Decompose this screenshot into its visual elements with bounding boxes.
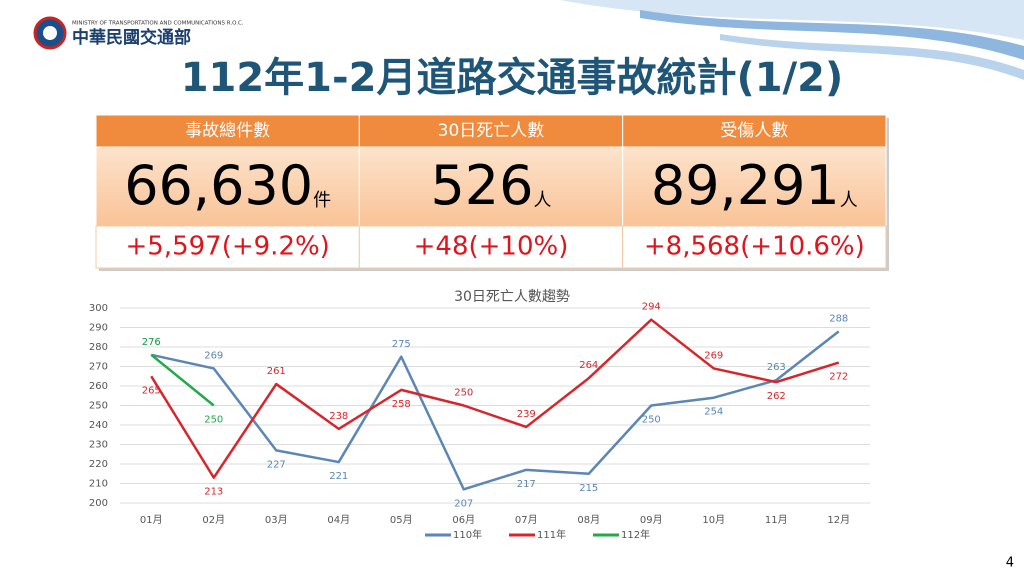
header-text: 受傷人數 [720, 121, 788, 141]
header-cell [358, 114, 624, 148]
y-tick-label: 200 [89, 498, 108, 509]
data-label: 294 [642, 302, 661, 313]
legend-label: 112年 [621, 528, 650, 541]
org-zh: 中華民國交通部 [72, 27, 191, 48]
slide-title: 112年1-2月道路交通事故統計(1/2) [181, 55, 844, 101]
series-line [150, 330, 840, 491]
data-label: 227 [267, 459, 286, 470]
value: 66,630 [124, 154, 313, 217]
header-text: 事故總件數 [185, 121, 270, 141]
change-text: +5,597(+9.2%) [125, 232, 329, 262]
summary-table: 事故總件數66,630件+5,597(+9.2%)30日死亡人數526人+48(… [95, 114, 889, 271]
x-tick-label: 10月 [702, 514, 725, 526]
data-label: 272 [829, 372, 848, 383]
value-cell [95, 146, 360, 227]
value-cell [358, 146, 624, 227]
unit: 人 [534, 190, 552, 211]
value: 89,291 [651, 154, 840, 217]
x-tick-label: 04月 [327, 514, 350, 526]
x-tick-label: 03月 [265, 514, 288, 526]
series-line [150, 353, 215, 407]
data-label: 215 [579, 483, 598, 494]
unit: 件 [313, 190, 331, 211]
swoosh [560, 0, 1024, 40]
swoosh [720, 34, 1024, 80]
y-tick-label: 210 [89, 479, 108, 490]
data-label: 269 [704, 350, 723, 361]
x-tick-label: 01月 [140, 514, 163, 526]
data-label: 276 [142, 337, 161, 348]
data-label: 264 [579, 360, 598, 371]
data-label: 275 [392, 339, 411, 350]
series-line [150, 318, 840, 479]
data-label: 276 [142, 337, 161, 348]
data-label: 265 [142, 385, 161, 396]
data-label: 221 [329, 471, 348, 482]
data-label: 217 [517, 479, 536, 490]
data-label: 250 [642, 415, 661, 426]
change-cell [95, 225, 360, 269]
x-tick-label: 02月 [202, 514, 225, 526]
value: 526 [430, 154, 533, 217]
value-text: 526人 [430, 154, 551, 217]
data-label: 262 [767, 391, 786, 402]
data-label: 263 [767, 362, 786, 373]
y-tick-label: 280 [89, 342, 108, 353]
change-cell [358, 225, 624, 269]
data-label: 238 [329, 411, 348, 422]
swoosh [640, 10, 1024, 60]
data-label: 261 [267, 366, 286, 377]
x-tick-label: 06月 [452, 514, 475, 526]
x-tick-label: 08月 [577, 514, 600, 526]
y-tick-label: 230 [89, 440, 108, 451]
y-tick-label: 300 [89, 303, 108, 314]
value-text: 89,291人 [651, 154, 858, 217]
data-label: 258 [392, 399, 411, 410]
org-en: MINISTRY OF TRANSPORTATION AND COMMUNICA… [72, 21, 244, 27]
change-cell [622, 225, 887, 269]
change-text: +48(+10%) [414, 232, 569, 262]
data-label: 207 [454, 498, 473, 509]
legend-label: 111年 [537, 528, 566, 541]
x-tick-label: 05月 [390, 514, 413, 526]
y-tick-label: 290 [89, 323, 108, 334]
logo [43, 26, 57, 40]
data-label: 269 [204, 350, 223, 361]
chart: 200 210 220 230 240 250 260 270 280 290 300 01月 02月 0… [89, 302, 870, 541]
x-tick-label: 09月 [640, 514, 663, 526]
data-label: 250 [204, 415, 223, 426]
header-text: 30日死亡人數 [438, 121, 545, 141]
value-text: 66,630件 [124, 154, 331, 217]
x-tick-label: 11月 [765, 514, 788, 526]
x-tick-label: 12月 [827, 514, 850, 526]
data-label: 213 [204, 487, 223, 498]
data-label: 250 [454, 388, 473, 399]
y-tick-label: 270 [89, 362, 108, 373]
data-label: 288 [829, 313, 848, 324]
unit: 人 [840, 190, 858, 211]
y-tick-label: 240 [89, 420, 108, 431]
y-tick-label: 260 [89, 381, 108, 392]
chart-title: 30日死亡人數趨勢 [454, 289, 570, 305]
y-tick-label: 220 [89, 459, 108, 470]
header-cell [622, 114, 887, 148]
data-label: 254 [704, 407, 723, 418]
page-number: 4 [1006, 556, 1014, 571]
y-tick-label: 250 [89, 401, 108, 412]
legend-label: 110年 [453, 528, 482, 541]
change-text: +8,568(+10.6%) [644, 232, 865, 262]
data-label: 239 [517, 409, 536, 420]
x-tick-label: 07月 [515, 514, 538, 526]
